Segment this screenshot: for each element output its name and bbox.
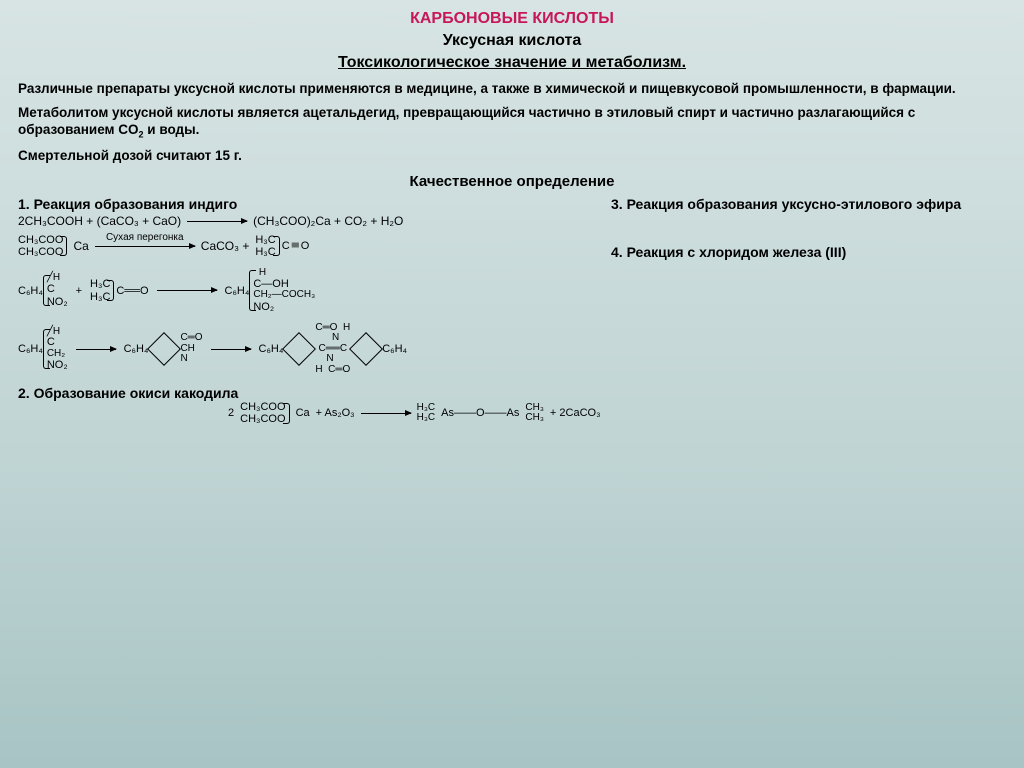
plus: + (76, 285, 82, 297)
left-col: 1. Реакция образования индиго 2CH₃COOH +… (18, 196, 571, 403)
scheme-row-aldol: C₆H₄ ╱HC NO₂ + H₃C H₃C C══O C₆H₄ HC—OHCH… (18, 268, 571, 313)
arrow-icon (361, 413, 411, 414)
right-col: 3. Реакция образования уксусно-этилового… (611, 196, 1006, 403)
acetone-structure: H₃C H₃C C══O (90, 278, 148, 302)
acetate-bot: CH₃COO (240, 413, 285, 425)
h3c: H₃C (255, 234, 275, 246)
title-section: Токсикологическое значение и метаболизм. (18, 54, 1006, 72)
c6h4: C₆H₄ (124, 343, 149, 355)
h3c: H₃C (90, 291, 110, 303)
qualitative-head: Качественное определение (18, 173, 1006, 190)
carbonyl: C══O (116, 285, 148, 297)
cacodyl-equation: 2 CH₃COO CH₃COO Ca + As₂O₃ H₃C H₃C As——O… (228, 401, 1006, 425)
acetate-bot: CH₃COO (18, 246, 63, 258)
no2: NO₂ (47, 359, 68, 371)
arrow-icon: Сухая перегонка (95, 246, 195, 247)
paragraph-2: Метаболитом уксусной кислоты является ац… (18, 104, 1006, 142)
carbonyl: C══O (282, 240, 310, 252)
h3c: H₃C (255, 246, 275, 258)
nitrobenzaldehyde: C₆H₄ ╱HC NO₂ (18, 273, 68, 307)
arrow-icon (76, 349, 116, 350)
reaction-1-head: 1. Реакция образования индиго (18, 196, 571, 212)
reaction-4-head: 4. Реакция с хлоридом железа (III) (611, 244, 1006, 260)
para2-b: и воды. (144, 122, 200, 137)
no2: NO₂ (47, 296, 68, 308)
reaction-2-head: 2. Образование окиси какодила (18, 385, 571, 401)
caco3-plus: CaCO₃ + (201, 239, 250, 253)
reaction-3-head: 3. Реакция образования уксусно-этилового… (611, 196, 1006, 212)
arrow-icon (187, 221, 247, 222)
aldol-product: C₆H₄ HC—OHCH₂—COCH₃ NO₂ (225, 268, 316, 313)
enone: C₆H₄ ╱HCCH₂ NO₂ (18, 327, 68, 372)
arrow-icon (157, 290, 217, 291)
c6h4: C₆H₄ (18, 343, 43, 355)
acetone-structure: H₃C H₃C C══O (255, 234, 309, 258)
acetate-top: CH₃COO (240, 401, 285, 413)
scheme-row-indigo: C₆H₄ ╱HCCH₂ NO₂ C₆H₄ C═OCHN C₆H₄ C═O H N… (18, 323, 571, 376)
acetate-top: CH₃COO (18, 234, 63, 246)
ring-icon (282, 332, 316, 366)
as2o3: + As₂O₃ (316, 407, 355, 419)
c6h4: C₆H₄ (225, 285, 250, 297)
equation-2: CH₃COO CH₃COO Ca Сухая перегонка CaCO₃ +… (18, 234, 571, 258)
calcium-acetate: CH₃COO CH₃COO (18, 234, 67, 258)
no2: NO₂ (253, 301, 315, 313)
h3c: H₃C (417, 413, 436, 424)
indigo: C₆H₄ C═O H NC══CN H C═O C₆H₄ (259, 323, 408, 376)
as-left: H₃C H₃C (417, 403, 436, 424)
eq1-left: 2CH₃COOH + (CaCO₃ + CaO) (18, 214, 181, 228)
h3c: H₃C (90, 278, 110, 290)
plus-caco3: + 2CaCO₃ (550, 407, 601, 419)
equation-1: 2CH₃COOH + (CaCO₃ + CaO) (CH₃COO)₂Ca + C… (18, 214, 571, 228)
paragraph-3: Смертельной дозой считают 15 г. (18, 147, 1006, 165)
c6h4: C₆H₄ (382, 343, 407, 355)
ca-label: Ca (73, 239, 88, 253)
title-main: КАРБОНОВЫЕ КИСЛОТЫ (18, 10, 1006, 28)
columns: 1. Реакция образования индиго 2CH₃COOH +… (18, 196, 1006, 403)
eq1-right: (CH₃COO)₂Ca + CO₂ + H₂O (253, 214, 403, 228)
c6h4: C₆H₄ (259, 343, 284, 355)
arrow-icon (211, 349, 251, 350)
calcium-acetate-2: CH₃COO CH₃COO (240, 401, 289, 425)
indoxyl: C₆H₄ C═OCHN (124, 333, 203, 365)
ring-icon (147, 332, 181, 366)
ring-icon (349, 332, 383, 366)
ca-2: Ca (296, 407, 310, 419)
dry-distillation-label: Сухая перегонка (106, 232, 184, 243)
ch3: CH₃ (525, 413, 544, 424)
title-sub: Уксусная кислота (18, 32, 1006, 50)
as-right: CH₃ CH₃ (525, 403, 544, 424)
c6h4: C₆H₄ (18, 285, 43, 297)
as-o-as: As——O——As (441, 407, 519, 419)
paragraph-1: Различные препараты уксусной кислоты при… (18, 80, 1006, 98)
coef-2: 2 (228, 407, 234, 419)
